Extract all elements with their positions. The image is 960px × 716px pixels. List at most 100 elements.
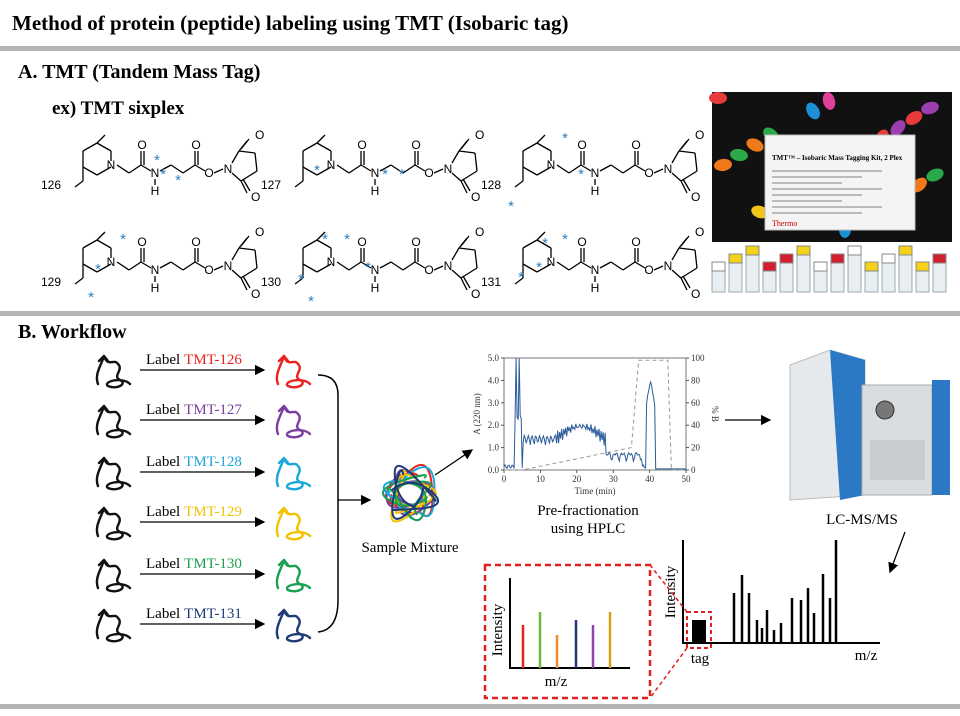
x-axis-label: Time (min) [575, 486, 616, 496]
bond [610, 164, 624, 174]
atom: O [357, 235, 366, 249]
tag-label: tag [691, 651, 710, 667]
section-heading: B. Workflow [18, 321, 127, 343]
plot-frame [503, 357, 687, 471]
label-line [772, 206, 882, 208]
bond [170, 164, 184, 174]
hand [822, 92, 836, 110]
isotope-mark: * [322, 231, 328, 248]
bond [128, 261, 142, 271]
label-text: Label TMT-129 [146, 504, 242, 520]
bond [74, 277, 84, 285]
bond [460, 180, 468, 194]
atom: O [644, 166, 653, 180]
x-tick-label: 20 [572, 474, 582, 484]
y-tick-label: 0.0 [488, 465, 500, 475]
atom: O [251, 287, 260, 301]
zoom-box [483, 563, 652, 700]
hand [714, 158, 732, 172]
bond [96, 166, 112, 176]
hplc-caption: using HPLC [551, 521, 626, 537]
atom: N [224, 162, 233, 176]
tag-peak [692, 620, 706, 643]
vial [932, 261, 947, 293]
vial [915, 269, 930, 293]
label-prefix: Label [146, 352, 180, 368]
bond [379, 164, 392, 172]
isotope-mark: * [120, 231, 126, 248]
label-prefix: Label [146, 556, 180, 572]
isotope-mark: * [399, 166, 405, 183]
structure-label: 128 [481, 178, 501, 192]
label-line [772, 212, 862, 214]
bond [694, 152, 698, 172]
structure-label: 130 [261, 275, 281, 289]
hand [730, 148, 748, 162]
vial-cap [711, 261, 726, 272]
isotope-mark: * [562, 231, 568, 248]
label-line [772, 194, 862, 196]
chromatogram [503, 357, 686, 470]
bond [182, 261, 196, 271]
atom: H [591, 281, 600, 295]
bond [213, 168, 224, 174]
bond [462, 275, 471, 289]
labeled-peptide [275, 404, 312, 439]
atom: N [591, 166, 600, 180]
bond [96, 263, 112, 273]
bond [680, 235, 690, 247]
bond [514, 277, 524, 285]
arrow [434, 449, 474, 476]
bond [390, 261, 404, 271]
hand [926, 168, 944, 182]
bond [580, 261, 592, 269]
bond [671, 247, 680, 261]
isotope-mark: * [562, 130, 568, 147]
atom: O [424, 166, 433, 180]
atom: O [357, 138, 366, 152]
bond [231, 269, 242, 279]
atom: N [444, 259, 453, 273]
bond [680, 277, 688, 291]
bond [231, 247, 240, 261]
y-tick-label: 2.0 [488, 420, 500, 430]
bond [671, 150, 680, 164]
bond [599, 164, 612, 172]
subheading: ex) TMT sixplex [52, 98, 185, 119]
instrument-side [830, 350, 865, 500]
label-line [772, 188, 882, 190]
bond [568, 164, 582, 174]
bond [610, 261, 624, 271]
vial [830, 261, 845, 293]
label-tag: TMT-131 [184, 606, 242, 622]
isotope-mark: * [344, 231, 350, 248]
label-tag: TMT-129 [184, 504, 242, 520]
bond [680, 180, 688, 194]
atom: O [204, 166, 213, 180]
bond [433, 168, 444, 174]
y2-tick-label: 20 [691, 443, 701, 453]
atom: H [591, 184, 600, 198]
bond [536, 166, 552, 176]
isotope-mark: * [175, 172, 181, 189]
bond [433, 265, 444, 271]
bond [451, 150, 460, 164]
bond [678, 150, 696, 154]
atom: H [371, 281, 380, 295]
isotope-mark: * [365, 259, 371, 276]
bond [254, 152, 258, 172]
bond [316, 263, 332, 273]
label-line [772, 176, 862, 178]
x-tick-label: 40 [645, 474, 655, 484]
vial-cap [847, 245, 862, 256]
label-tag: TMT-130 [184, 556, 242, 572]
y2-tick-label: 0 [691, 465, 696, 475]
bond [240, 138, 250, 150]
x-tick-label: 30 [609, 474, 619, 484]
vial-cap [830, 253, 845, 264]
atom: O [691, 190, 700, 204]
bond [671, 269, 682, 279]
